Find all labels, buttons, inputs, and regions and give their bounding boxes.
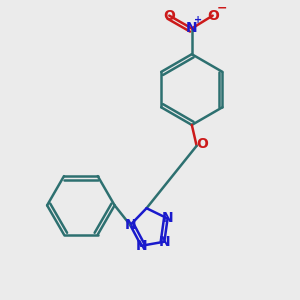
- Text: O: O: [196, 137, 208, 151]
- Text: N: N: [158, 235, 170, 249]
- Text: N: N: [162, 212, 173, 226]
- Text: N: N: [135, 239, 147, 253]
- Text: O: O: [164, 9, 175, 22]
- Text: N: N: [124, 218, 136, 232]
- Text: O: O: [207, 9, 219, 22]
- Text: N: N: [186, 22, 198, 35]
- Text: +: +: [194, 15, 202, 26]
- Text: −: −: [217, 1, 227, 14]
